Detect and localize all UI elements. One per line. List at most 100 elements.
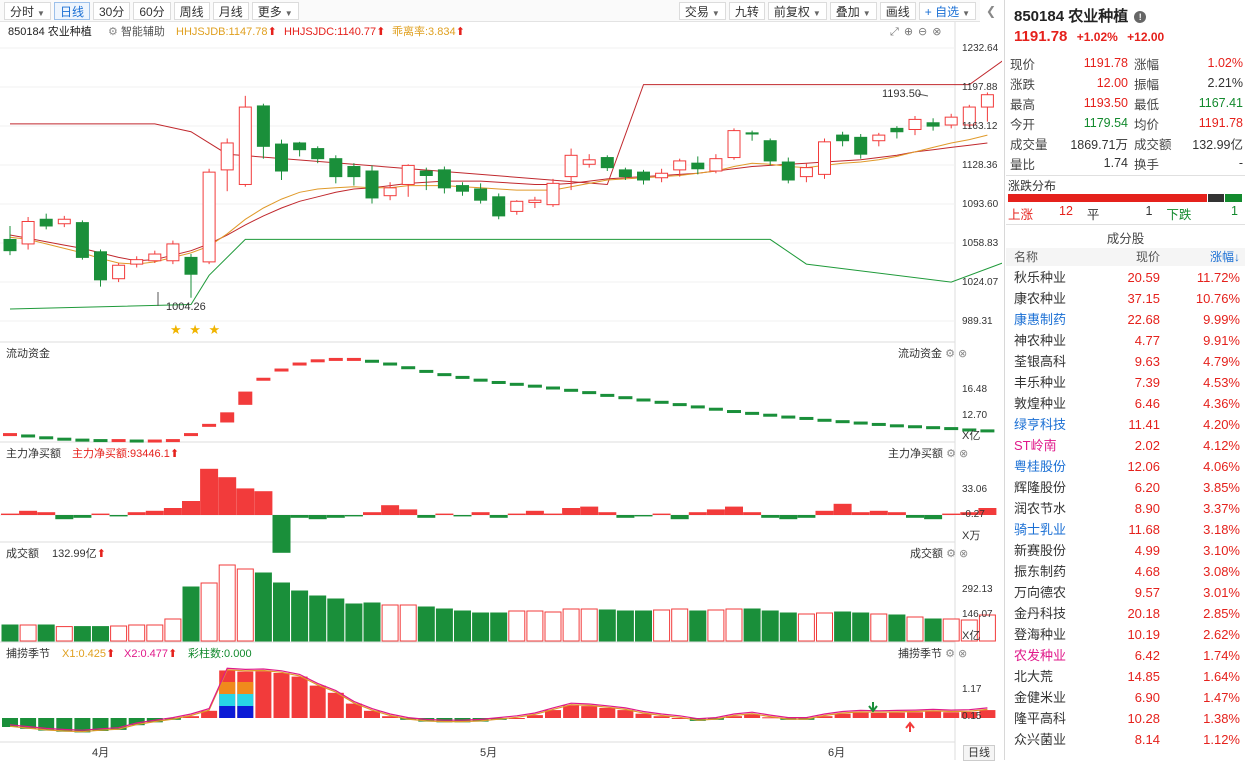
turnover-bar (55, 626, 73, 642)
component-name[interactable]: 粤桂股份 (1014, 458, 1067, 474)
stock-price-line: 1191.78 +1.02% +12.00 (1014, 28, 1164, 45)
component-name[interactable]: 康惠制药 (1014, 311, 1067, 327)
kline-chart[interactable]: 850184 农业种植 ⚙ 智能辅助 HHJSJDB:1147.78⬆ HHJS… (0, 22, 1002, 761)
component-row[interactable]: 丰乐种业 7.39 4.53% (1006, 372, 1245, 393)
component-row[interactable]: 金健米业 6.90 1.47% (1006, 687, 1245, 708)
component-name[interactable]: 北大荒 (1014, 668, 1054, 684)
component-name[interactable]: 农发种业 (1014, 647, 1067, 663)
settings-icon[interactable]: ⚙ (945, 348, 955, 360)
component-name[interactable]: 万向德农 (1014, 584, 1067, 600)
period-daily-button[interactable]: 日线 (53, 1, 90, 20)
info-icon[interactable]: ! (1134, 11, 1147, 24)
col-price-header[interactable]: 现价 (1135, 250, 1160, 264)
collapse-panel-icon[interactable]: ❮ (986, 4, 997, 18)
close-icon[interactable]: ⊗ (959, 548, 969, 560)
component-row[interactable]: 新赛股份 4.99 3.10% (1006, 540, 1245, 561)
turnover-panel-title: 成交额 (6, 548, 39, 560)
stock-title: 850184 农业种植! (1014, 5, 1147, 26)
component-name[interactable]: 众兴菌业 (1014, 731, 1067, 747)
component-name[interactable]: ST岭南 (1014, 437, 1057, 453)
component-name[interactable]: 康农种业 (1014, 290, 1067, 306)
component-name[interactable]: 登海种业 (1014, 626, 1067, 642)
period-weekly-button[interactable]: 周线 (173, 1, 210, 20)
component-row[interactable]: 粤桂股份 12.06 4.06% (1006, 456, 1245, 477)
component-row[interactable]: 敦煌种业 6.46 4.36% (1006, 393, 1245, 414)
settings-icon[interactable]: ⚙ (946, 448, 956, 460)
season-bar (201, 710, 218, 718)
component-row[interactable]: 金丹科技 20.18 2.85% (1006, 603, 1245, 624)
component-row[interactable]: 荃银高科 9.63 4.79% (1006, 351, 1245, 372)
chart-canvas[interactable] (0, 22, 1002, 760)
turnover-panel-name[interactable]: 成交额 ⚙ ⊗ (910, 548, 969, 560)
period-intraday-button[interactable]: 分时 ▼ (4, 1, 51, 20)
component-name[interactable]: 绿亨科技 (1014, 416, 1067, 432)
component-price: 37.15 (1127, 290, 1160, 306)
lower-band-line (9, 238, 1002, 310)
component-row[interactable]: 润农节水 8.90 3.37% (1006, 498, 1245, 519)
draw-button[interactable]: 画线 (879, 1, 916, 20)
trade-button[interactable]: 交易 ▼ (678, 1, 726, 20)
close-icon[interactable]: ⊗ (932, 26, 947, 38)
adjust-button[interactable]: 前复权 ▼ (767, 1, 827, 20)
season-panel-name[interactable]: 捕捞季节 ⚙ ⊗ (898, 648, 968, 660)
period-switch-button[interactable]: 日线 (963, 745, 995, 761)
settings-icon[interactable]: ⚙ (945, 648, 955, 660)
period-monthly-button[interactable]: 月线 (212, 1, 249, 20)
component-name[interactable]: 润农节水 (1014, 500, 1067, 516)
smart-assist-toggle[interactable]: ⚙ 智能辅助 (108, 26, 165, 38)
component-row[interactable]: 北大荒 14.85 1.64% (1006, 666, 1245, 687)
component-row[interactable]: 隆平高科 10.28 1.38% (1006, 708, 1245, 729)
component-row[interactable]: 登海种业 10.19 2.62% (1006, 624, 1245, 645)
component-name[interactable]: 骑士乳业 (1014, 521, 1067, 537)
component-name[interactable]: 新赛股份 (1014, 542, 1067, 558)
quote-value: 1191.78 (1083, 56, 1128, 70)
flow-bar (346, 357, 361, 361)
add-watchlist-button[interactable]: + 自选 ▼ (918, 1, 976, 20)
component-row[interactable]: 秋乐种业 20.59 11.72% (1006, 267, 1245, 288)
settings-icon[interactable]: ⚙ (946, 548, 956, 560)
main-net-panel-name[interactable]: 主力净买额 ⚙ ⊗ (888, 448, 969, 460)
period-60min-button[interactable]: 60分 (133, 1, 171, 20)
component-name[interactable]: 隆平高科 (1014, 710, 1067, 726)
candle-body (365, 170, 379, 199)
component-name[interactable]: 振东制药 (1014, 563, 1067, 579)
component-name[interactable]: 丰乐种业 (1014, 374, 1067, 390)
component-row[interactable]: 神农种业 4.77 9.91% (1006, 330, 1245, 351)
component-name[interactable]: 金健米业 (1014, 689, 1067, 705)
col-pct-header[interactable]: 涨幅↓ (1209, 250, 1240, 264)
close-icon[interactable]: ⊗ (958, 348, 968, 360)
close-icon[interactable]: ⊗ (958, 648, 968, 660)
component-name[interactable]: 神农种业 (1014, 332, 1067, 348)
component-row[interactable]: 振东制药 4.68 3.08% (1006, 561, 1245, 582)
main-net-bar (417, 515, 436, 518)
component-change: 3.08% (1203, 563, 1240, 579)
component-row[interactable]: 康惠制药 22.68 9.99% (1006, 309, 1245, 330)
component-name[interactable]: 秋乐种业 (1014, 269, 1067, 285)
component-row[interactable]: 农发种业 6.42 1.74% (1006, 645, 1245, 666)
period-30min-button[interactable]: 30分 (92, 1, 131, 20)
component-name[interactable]: 金丹科技 (1014, 605, 1067, 621)
component-row[interactable]: 辉隆股份 6.20 3.85% (1006, 477, 1245, 498)
nine-turn-button[interactable]: 九转 (728, 1, 765, 20)
component-row[interactable]: 骑士乳业 11.68 3.18% (1006, 519, 1245, 540)
expand-icon[interactable]: ⤢ (890, 26, 904, 38)
main-net-bar (344, 515, 363, 517)
component-name[interactable]: 敦煌种业 (1014, 395, 1067, 411)
component-row[interactable]: 绿亨科技 11.41 4.20% (1006, 414, 1245, 435)
col-name-header[interactable]: 名称 (1014, 250, 1039, 264)
component-row[interactable]: 众兴菌业 8.14 1.12% (1006, 729, 1245, 750)
component-row[interactable]: 康农种业 37.15 10.76% (1006, 288, 1245, 309)
season-orange-bar (237, 682, 254, 694)
period-more-button[interactable]: 更多 ▼ (251, 1, 299, 20)
component-row[interactable]: 万向德农 9.57 3.01% (1006, 582, 1245, 603)
zoom-in-icon[interactable]: ⊕ (903, 26, 919, 38)
component-name[interactable]: 辉隆股份 (1014, 479, 1067, 495)
flow-panel-name[interactable]: 流动资金 ⚙ ⊗ (898, 348, 968, 360)
zoom-out-icon[interactable]: ⊖ (918, 26, 933, 38)
overlay-button[interactable]: 叠加 ▼ (829, 1, 877, 20)
component-name[interactable]: 荃银高科 (1014, 353, 1067, 369)
flow-bar (600, 393, 615, 397)
component-row[interactable]: ST岭南 2.02 4.12% (1006, 435, 1245, 456)
close-icon[interactable]: ⊗ (959, 448, 969, 460)
chart-window-controls[interactable]: ⤢⊕⊖⊗ (890, 25, 946, 39)
